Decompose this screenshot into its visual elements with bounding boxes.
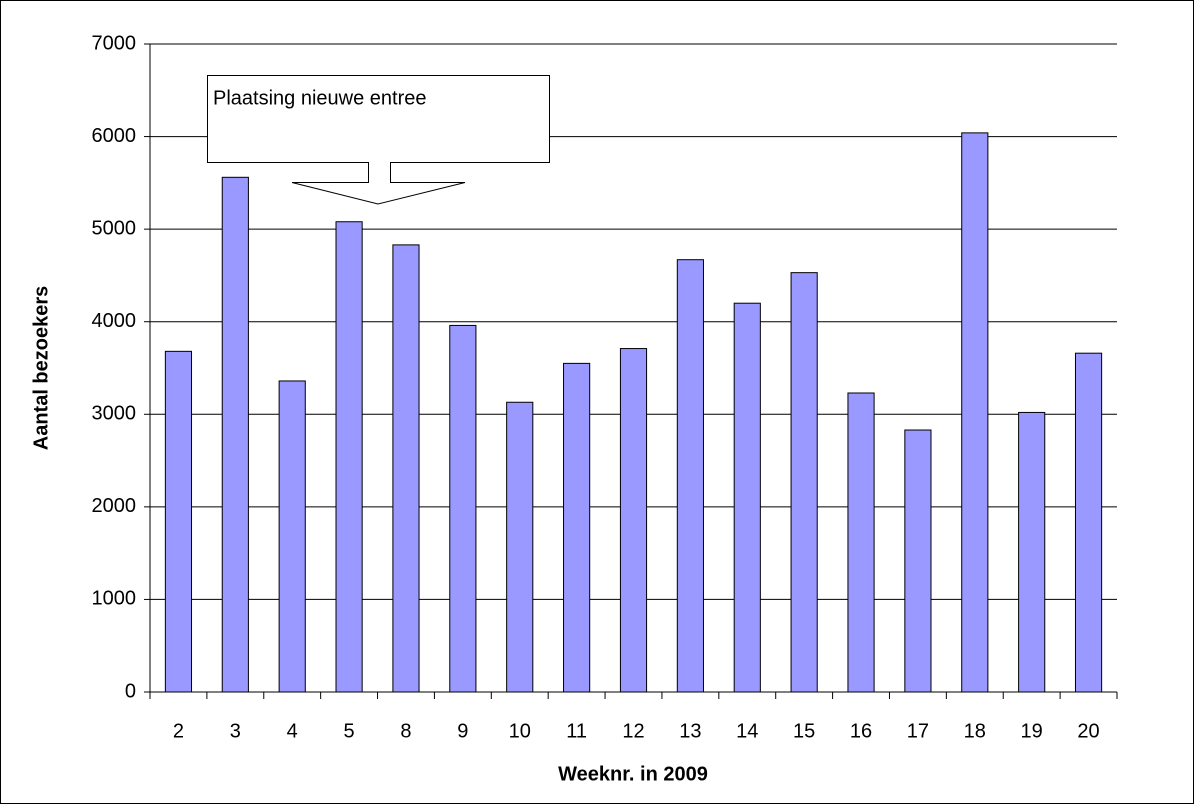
x-tick-label: 11 [566, 720, 587, 742]
bar [619, 348, 648, 693]
y-tick-label: 7000 [92, 32, 137, 54]
bar [733, 302, 761, 693]
x-tick-label: 9 [457, 720, 468, 742]
bar [164, 350, 193, 693]
y-axis-title: Aantal bezoekers [30, 286, 52, 451]
y-tick-label: 5000 [92, 217, 137, 239]
x-tick-label: 18 [964, 720, 986, 742]
bar [392, 244, 420, 693]
callout-box [207, 75, 550, 205]
bar [790, 272, 818, 693]
x-tick-label: 19 [1021, 720, 1043, 742]
x-tick-label: 16 [850, 720, 872, 742]
bar [961, 132, 989, 693]
y-tick-label: 4000 [92, 310, 137, 332]
x-tick-label: 5 [344, 720, 355, 742]
bar [278, 380, 306, 693]
x-tick-label: 10 [509, 720, 531, 742]
x-tick-label: 17 [907, 720, 929, 742]
x-tick-label: 3 [230, 720, 241, 742]
y-tick-label: 3000 [92, 403, 137, 425]
y-tick-label: 2000 [92, 495, 137, 517]
bar [335, 221, 363, 693]
annotation: Plaatsing nieuwe entree [213, 87, 426, 109]
bar [221, 176, 249, 693]
bar [847, 392, 875, 693]
bar [676, 259, 704, 693]
bar [506, 401, 534, 693]
y-tick-label: 1000 [92, 588, 137, 610]
x-tick-label: 14 [736, 720, 758, 742]
x-tick-label: 13 [679, 720, 701, 742]
y-tick-label: 6000 [92, 125, 137, 147]
x-axis-title: Weeknr. in 2009 [558, 763, 708, 785]
x-tick-label: 12 [622, 720, 644, 742]
x-tick-label: 15 [793, 720, 815, 742]
bar [904, 429, 932, 693]
x-tick-label: 4 [287, 720, 298, 742]
x-tick-label: 2 [173, 720, 184, 742]
x-tick-label: 8 [400, 720, 411, 742]
bar [449, 324, 477, 693]
bar [1074, 352, 1103, 693]
x-tick-label: 20 [1077, 720, 1099, 742]
bar [1018, 411, 1046, 693]
bar [563, 362, 591, 693]
y-tick-label: 0 [125, 680, 136, 702]
